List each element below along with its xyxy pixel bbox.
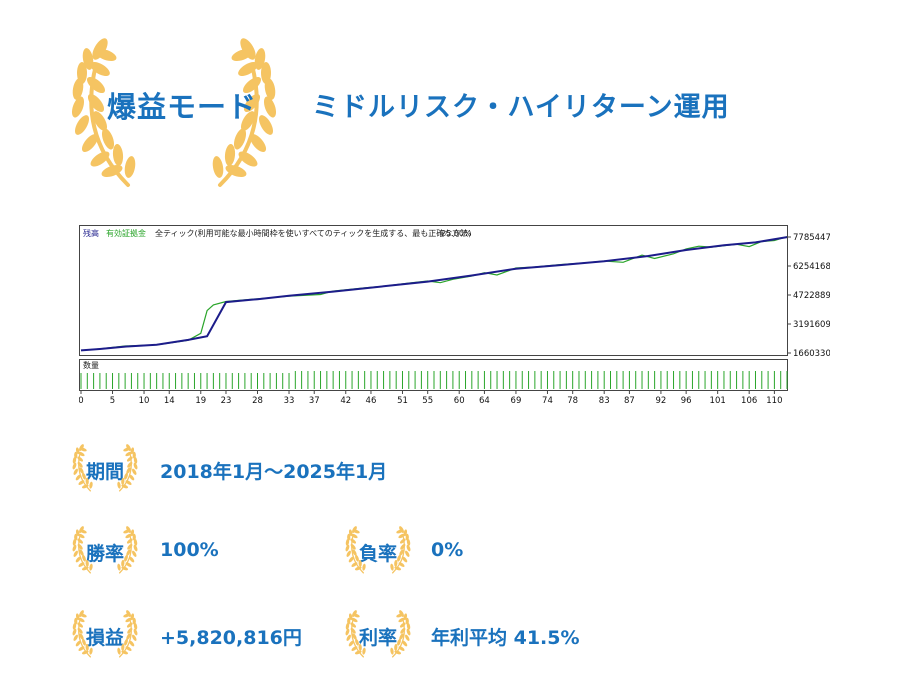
yield-label: 利率 [358,627,397,649]
win-rate-value: 100% [160,539,219,561]
hero-badge: 爆益モード [106,90,257,124]
x-tick-label: 69 [511,396,522,405]
x-tick-label: 74 [542,396,553,405]
x-tick-label: 55 [422,396,433,405]
main-plot-frame [79,225,788,356]
hero-title: ミドルリスク・ハイリターン運用 [312,92,730,123]
y-tick-label: 3191609 [793,320,830,330]
x-tick-label: 101 [710,396,726,405]
legend-model: 全ティック(利用可能な最小時間枠を使いすべてのティックを生成する、最も正確な方法… [155,228,471,238]
x-tick-label: 0 [79,396,84,405]
x-tick-label: 37 [309,396,320,405]
x-tick-label: 92 [656,396,667,405]
yield-laurel-icon [345,610,411,658]
win-rate-label: 勝率 [85,543,124,565]
profit-label: 損益 [85,627,124,649]
x-tick-label: 28 [252,396,263,405]
y-tick-label: 6254168 [793,262,830,272]
period-laurel-icon [72,444,138,492]
legend-equity: 有効証拠金 [106,228,146,238]
period-label: 期間 [85,461,124,483]
profit-value: +5,820,816円 [160,627,302,649]
x-tick-label: 96 [681,396,692,405]
x-tick-label: 51 [397,396,408,405]
x-tick-label: 33 [284,396,295,405]
series-balance-line [80,236,788,352]
legend-balance: 残高 [83,228,99,238]
period-value: 2018年1月〜2025年1月 [160,461,388,483]
x-tick-label: 110 [766,396,782,405]
legend-quality: 25.00% [441,229,472,238]
equity-chart: 残高 有効証拠金 全ティック(利用可能な最小時間枠を使いすべてのティックを生成す… [79,225,830,405]
x-tick-label: 83 [599,396,610,405]
loss-rate-label: 負率 [358,543,397,565]
x-tick-label: 10 [139,396,150,405]
y-tick-label: 4722889 [793,291,830,301]
equity-chart-svg: 残高 有効証拠金 全ティック(利用可能な最小時間枠を使いすべてのティックを生成す… [79,225,830,405]
x-tick-label: 60 [454,396,465,405]
x-tick-label: 42 [340,396,351,405]
x-tick-label: 14 [164,396,175,405]
win-rate-laurel-icon [72,526,138,574]
x-tick-label: 5 [110,396,115,405]
loss-rate-value: 0% [431,539,464,561]
volume-label: 数量 [83,360,99,370]
x-tick-label: 78 [567,396,578,405]
yield-value: 年利平均 41.5% [431,627,580,649]
x-tick-label: 19 [195,396,206,405]
x-tick-label: 64 [479,396,490,405]
y-tick-label: 7785447 [793,233,830,243]
profit-laurel-icon [72,610,138,658]
loss-rate-laurel-icon [345,526,411,574]
x-tick-label: 46 [366,396,377,405]
x-tick-label: 23 [221,396,232,405]
x-tick-label: 106 [741,396,757,405]
y-tick-label: 1660330 [793,349,830,359]
x-tick-label: 87 [624,396,635,405]
hero-laurel-wreath-icon [71,38,277,187]
